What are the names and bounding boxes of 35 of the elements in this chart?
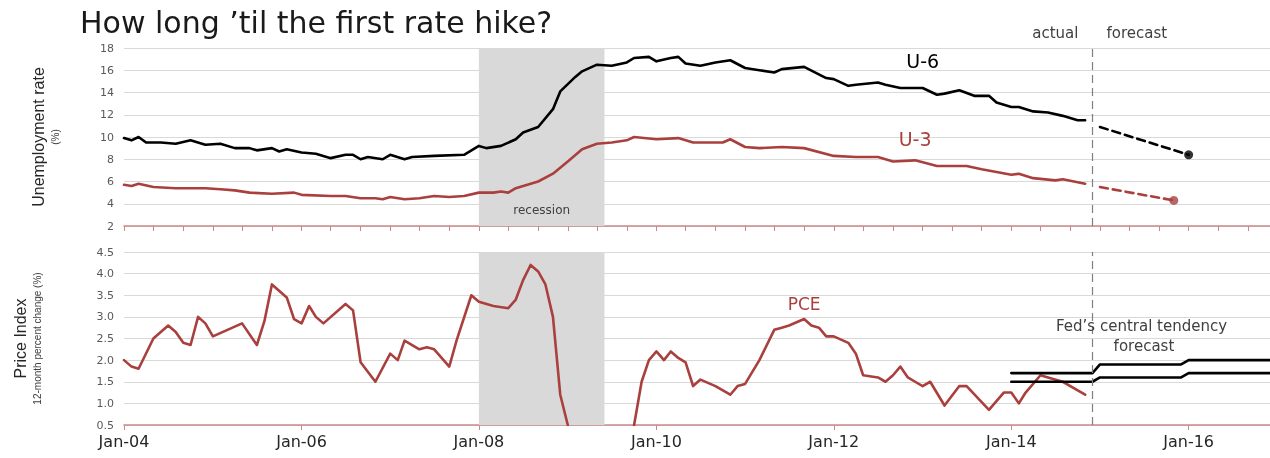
y-axis-title: Unemployment rate (%) (29, 67, 61, 207)
y-tick-label: 10 (100, 130, 114, 144)
y-tick-label: 3.0 (96, 310, 114, 324)
x-tick-label: Jan-14 (984, 431, 1037, 451)
y-tick-label: 2 (107, 219, 114, 233)
x-tick-label: Jan-08 (452, 431, 505, 451)
x-tick-label: Jan-16 (1162, 431, 1215, 451)
y-tick-label: 3.5 (96, 288, 114, 302)
y-tick-label: 6 (107, 175, 114, 188)
y-tick-label: 0.5 (96, 418, 114, 432)
series-label: PCE (787, 293, 821, 314)
annotation: Fed’s central tendency forecast (1056, 317, 1232, 356)
y-axis-title: Price Index 12-month percent change (%) (11, 272, 43, 405)
text: actual (1032, 23, 1079, 42)
series-label: U-3 (898, 127, 932, 150)
chart-title: How long ’til the first rate hike? (80, 4, 553, 40)
y-tick-label: 12 (100, 108, 114, 122)
y-tick-label: 16 (100, 63, 114, 77)
y-tick-label: 1.5 (96, 375, 114, 389)
x-tick-label: Jan-06 (275, 431, 327, 451)
y-tick-label: 1.0 (96, 396, 114, 410)
y-tick-label: 8 (107, 152, 114, 166)
text: forecast (1106, 23, 1168, 42)
band-label: recession (513, 203, 571, 217)
y-tick-label: 2.0 (96, 353, 114, 367)
y-tick-label: 4.0 (96, 267, 114, 281)
y-tick-label: 4.5 (96, 245, 114, 259)
x-tick-label: Jan-12 (807, 431, 860, 451)
y-tick-label: 2.5 (96, 332, 114, 345)
x-tick-label: Jan-10 (630, 431, 682, 451)
y-tick-label: 14 (100, 86, 114, 99)
series-label: U-6 (906, 49, 940, 72)
x-tick-label: Jan-04 (97, 431, 150, 451)
y-tick-label: 18 (100, 41, 114, 55)
y-tick-label: 4 (107, 197, 114, 211)
